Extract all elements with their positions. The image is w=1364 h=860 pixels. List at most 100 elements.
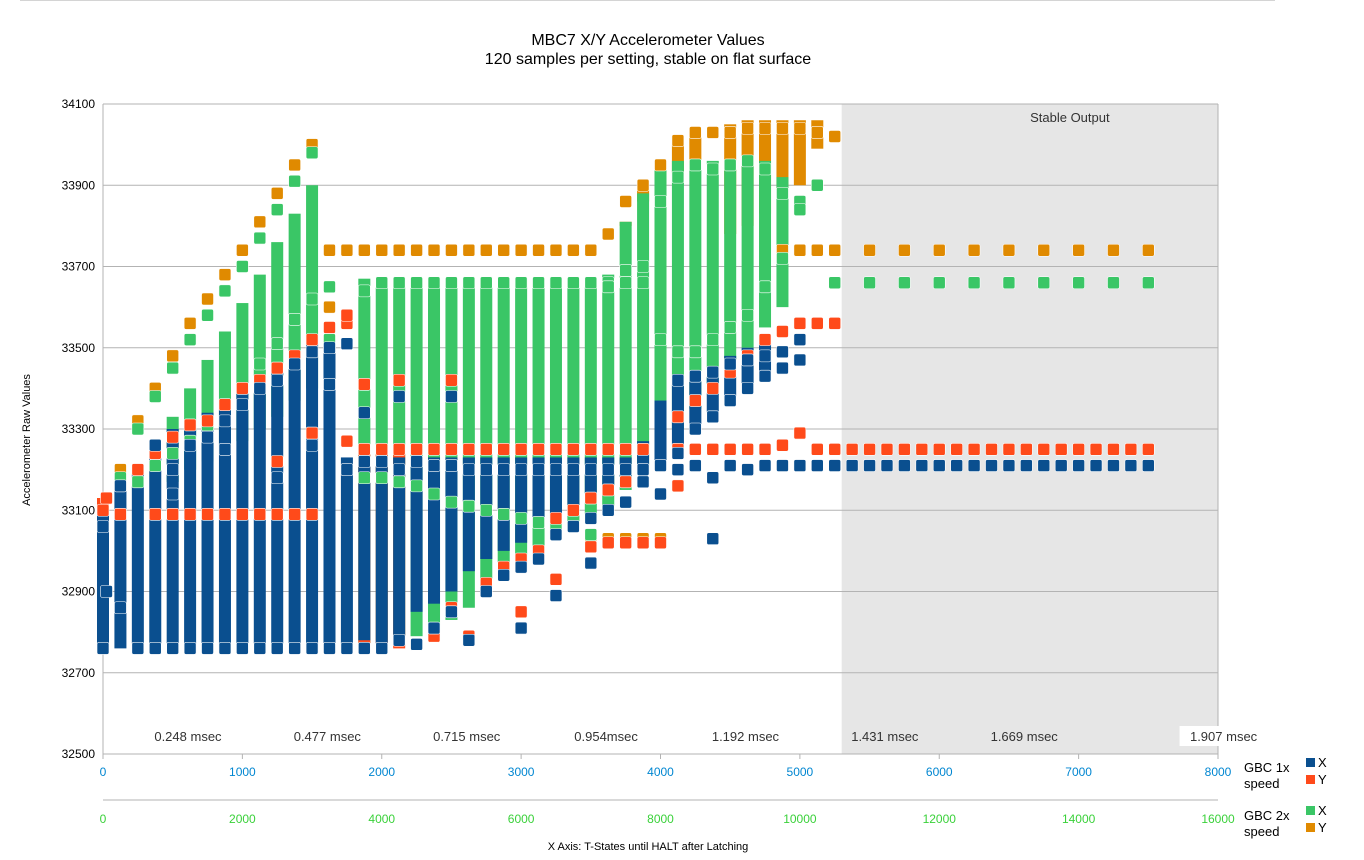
data-point bbox=[1054, 459, 1068, 472]
data-point bbox=[758, 443, 772, 456]
legend-group-label: GBC 1x bbox=[1244, 760, 1290, 775]
data-point bbox=[288, 158, 301, 172]
data-point bbox=[828, 459, 842, 472]
data-point bbox=[462, 463, 476, 476]
data-point bbox=[549, 443, 563, 456]
data-point bbox=[741, 308, 754, 322]
data-point bbox=[793, 243, 807, 257]
data-point bbox=[183, 333, 197, 346]
data-point bbox=[671, 479, 685, 493]
x-2x-tick-label: 2000 bbox=[229, 812, 256, 826]
data-point bbox=[532, 276, 545, 290]
data-point bbox=[270, 187, 284, 200]
data-column bbox=[793, 120, 806, 186]
data-point bbox=[584, 528, 598, 541]
data-point bbox=[270, 471, 284, 485]
data-point bbox=[1054, 443, 1068, 456]
data-point bbox=[514, 560, 528, 574]
data-point bbox=[671, 170, 685, 184]
y-tick-label: 33300 bbox=[62, 422, 96, 436]
data-point bbox=[166, 487, 179, 501]
data-point bbox=[671, 410, 685, 424]
data-point bbox=[375, 276, 389, 290]
data-column bbox=[637, 193, 650, 470]
data-point bbox=[410, 479, 423, 493]
data-point bbox=[532, 516, 545, 529]
data-point bbox=[392, 463, 406, 476]
x-1x-tick-label: 0 bbox=[100, 765, 107, 779]
data-point bbox=[880, 459, 894, 472]
data-point bbox=[514, 605, 528, 619]
data-point bbox=[671, 447, 685, 460]
data-point bbox=[619, 195, 632, 208]
data-point bbox=[776, 187, 789, 200]
data-point bbox=[392, 373, 406, 387]
data-point bbox=[375, 243, 389, 257]
data-point bbox=[497, 243, 511, 257]
data-point bbox=[462, 633, 476, 647]
data-point bbox=[584, 243, 598, 257]
data-point bbox=[358, 406, 371, 420]
data-point bbox=[462, 276, 476, 290]
data-point bbox=[497, 568, 511, 582]
legend-entry-label: Y bbox=[1318, 820, 1327, 835]
data-point bbox=[236, 382, 249, 395]
data-point bbox=[497, 508, 511, 521]
x-1x-tick-label: 5000 bbox=[787, 765, 814, 779]
columns-layer bbox=[97, 120, 824, 649]
data-point bbox=[967, 243, 981, 257]
msec-label: 0.248 msec bbox=[154, 729, 222, 744]
stable-region-label: Stable Output bbox=[1030, 110, 1110, 125]
data-point bbox=[1124, 443, 1138, 456]
data-point bbox=[636, 463, 650, 476]
data-point bbox=[741, 382, 754, 395]
data-column bbox=[776, 177, 789, 308]
data-point bbox=[392, 475, 406, 489]
data-column bbox=[462, 457, 475, 572]
data-point bbox=[410, 455, 423, 468]
data-point bbox=[601, 483, 615, 497]
data-point bbox=[183, 508, 197, 521]
data-column bbox=[671, 160, 684, 429]
data-point bbox=[689, 126, 702, 139]
data-point bbox=[1089, 459, 1103, 472]
data-point bbox=[445, 495, 458, 509]
data-point bbox=[741, 443, 754, 456]
msec-label: 0.477 msec bbox=[294, 729, 362, 744]
x-1x-tick-label: 7000 bbox=[1065, 765, 1092, 779]
data-point bbox=[636, 178, 650, 192]
data-point bbox=[671, 373, 685, 387]
data-point bbox=[270, 361, 284, 375]
data-point bbox=[1142, 243, 1155, 257]
data-point bbox=[392, 243, 406, 257]
data-point bbox=[793, 459, 807, 472]
data-column bbox=[218, 400, 231, 649]
data-point bbox=[758, 369, 772, 383]
data-point bbox=[305, 642, 319, 655]
data-point bbox=[340, 463, 354, 476]
data-point bbox=[706, 126, 720, 139]
data-point bbox=[932, 276, 946, 290]
data-column bbox=[184, 424, 197, 649]
data-point bbox=[758, 280, 772, 294]
data-point bbox=[445, 243, 458, 257]
y-tick-label: 34100 bbox=[62, 97, 96, 111]
data-point bbox=[166, 642, 179, 655]
data-point bbox=[305, 146, 319, 160]
data-point bbox=[845, 443, 859, 456]
data-point bbox=[793, 426, 807, 440]
data-point bbox=[497, 463, 511, 476]
data-point bbox=[706, 333, 720, 346]
data-point bbox=[100, 585, 113, 598]
data-point bbox=[810, 243, 824, 257]
data-point bbox=[619, 495, 632, 509]
legend-swatch bbox=[1306, 775, 1315, 784]
data-point bbox=[601, 280, 615, 294]
data-column bbox=[288, 355, 301, 649]
x-2x-tick-label: 4000 bbox=[368, 812, 395, 826]
x-2x-tick-label: 0 bbox=[100, 812, 107, 826]
data-column bbox=[131, 469, 144, 649]
data-point bbox=[619, 264, 632, 277]
data-point bbox=[340, 243, 354, 257]
data-column bbox=[306, 343, 319, 649]
